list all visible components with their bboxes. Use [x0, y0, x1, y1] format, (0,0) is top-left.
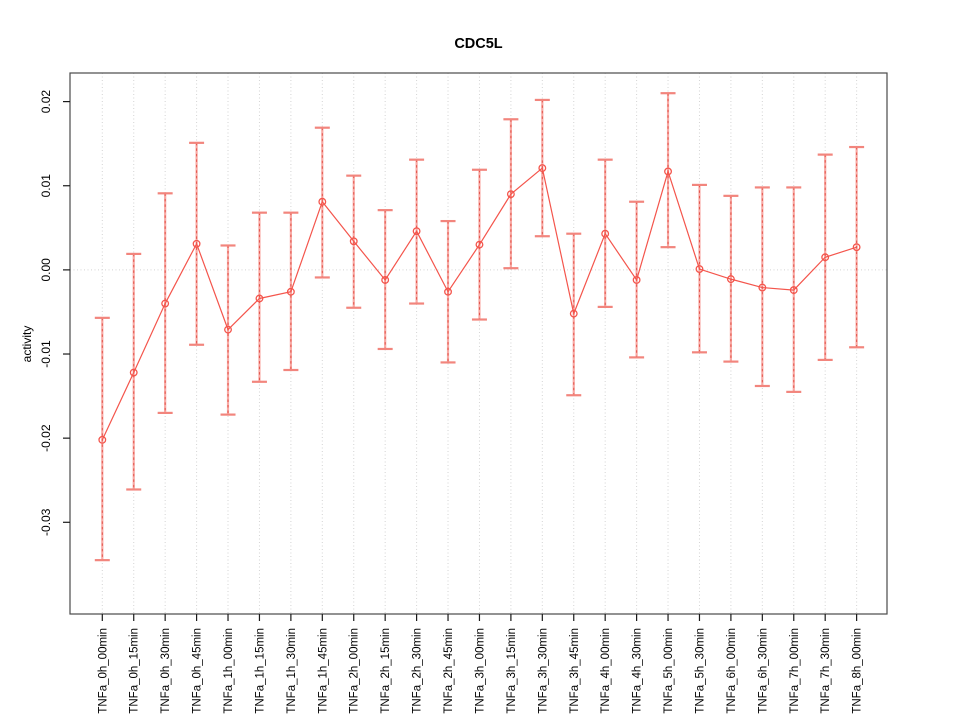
data-point: [192, 239, 201, 248]
x-tick-label: TNFa_0h_15min: [129, 628, 141, 714]
x-tick-label: TNFa_8h_00min: [852, 628, 864, 714]
error-bars: [94, 92, 865, 562]
y-tick-label: 0.00: [39, 258, 53, 282]
y-tick-label: -0.02: [39, 424, 53, 452]
x-tick-label: TNFa_1h_00min: [223, 628, 235, 714]
data-point: [632, 276, 641, 284]
data-point: [569, 309, 578, 318]
x-tick-label: TNFa_6h_00min: [726, 628, 738, 714]
y-tick-label: -0.01: [39, 340, 53, 368]
x-tick-label: TNFa_4h_00min: [600, 628, 612, 714]
data-point: [255, 294, 264, 303]
data-point: [412, 227, 421, 236]
data-points: [98, 164, 861, 444]
y-tick-label: 0.01: [39, 174, 53, 198]
x-tick-label: TNFa_6h_30min: [757, 628, 769, 714]
y-tick-label: -0.03: [39, 508, 53, 536]
x-tick-label: TNFa_0h_45min: [192, 628, 204, 714]
x-tick-label: TNFa_3h_45min: [569, 628, 581, 714]
x-tick-label: TNFa_3h_30min: [537, 628, 549, 714]
data-point: [758, 283, 767, 292]
x-tick-label: TNFa_5h_30min: [694, 628, 706, 714]
data-point: [444, 287, 452, 296]
chart-title: CDC5L: [454, 36, 503, 52]
data-point: [381, 276, 390, 284]
x-tick-label: TNFa_3h_00min: [474, 628, 486, 714]
data-point: [286, 287, 295, 296]
x-tick-label: TNFa_2h_00min: [349, 628, 361, 714]
data-point: [695, 265, 704, 273]
x-tick-label: TNFa_1h_30min: [286, 628, 298, 714]
data-point: [852, 243, 861, 252]
series-line: [101, 166, 857, 441]
data-point: [475, 240, 484, 249]
x-tick-label: TNFa_4h_30min: [632, 628, 644, 714]
data-point: [349, 237, 358, 246]
x-tick-label: TNFa_1h_45min: [317, 628, 329, 714]
x-tick-label: TNFa_7h_00min: [789, 628, 801, 714]
x-tick-label: TNFa_0h_00min: [97, 628, 109, 714]
x-tick-label: TNFa_2h_30min: [412, 628, 424, 714]
data-point: [664, 167, 672, 176]
y-tick-label: 0.02: [39, 90, 53, 114]
data-point: [789, 286, 798, 295]
x-axis: TNFa_0h_00min TNFa_0h_15min TNFa_0h_30min T…: [97, 614, 864, 714]
x-tick-label: TNFa_5h_00min: [663, 628, 675, 714]
data-point: [161, 299, 170, 308]
gridlines: [101, 73, 858, 614]
plot-frame: [69, 72, 888, 615]
data-point: [601, 229, 610, 238]
x-tick-label: TNFa_2h_15min: [380, 628, 392, 714]
x-tick-label: TNFa_0h_30min: [160, 628, 172, 714]
data-point: [129, 368, 138, 377]
data-point: [98, 435, 107, 444]
data-point: [726, 275, 735, 284]
data-point: [538, 164, 547, 173]
data-point: [224, 325, 232, 334]
x-tick-label: TNFa_3h_15min: [506, 628, 518, 714]
data-point: [318, 197, 327, 206]
data-point: [821, 253, 830, 262]
y-axis: 0.02 0.01 0.00 -0.01 -0.02 -0.03: [39, 90, 70, 536]
x-tick-label: TNFa_1h_15min: [254, 628, 266, 714]
data-point: [506, 190, 515, 199]
x-tick-label: TNFa_2h_45min: [443, 628, 455, 714]
x-tick-label: TNFa_7h_30min: [820, 628, 832, 714]
